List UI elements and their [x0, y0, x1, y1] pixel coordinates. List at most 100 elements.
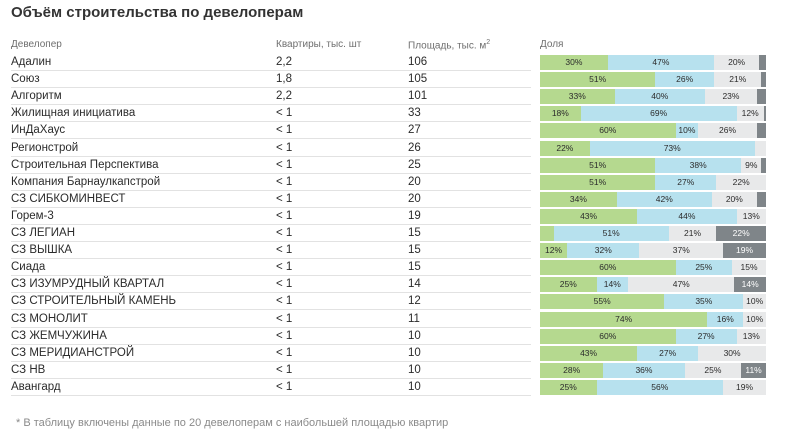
- share-segment-2: 27%: [637, 345, 699, 361]
- share-segment-4: [759, 55, 766, 70]
- share-segment-3: 30%: [698, 345, 766, 361]
- table-row: Адалин 2,2 106 30% 47% 20%: [11, 54, 766, 71]
- share-segment-2: 16%: [707, 311, 744, 327]
- share-segment-3: 22%: [716, 174, 766, 190]
- apartments-value: < 1: [276, 192, 293, 205]
- apartments-value: 2,2: [276, 90, 292, 103]
- share-bar: 33% 40% 23%: [540, 89, 766, 105]
- row-divider: [11, 87, 531, 89]
- developer-name: Строительная Перспектива: [11, 158, 159, 171]
- apartments-value: < 1: [276, 209, 293, 222]
- area-value: 10: [408, 329, 421, 342]
- share-segment-1: 25%: [540, 277, 597, 293]
- share-segment-2: 56%: [596, 379, 724, 395]
- area-value: 19: [408, 209, 421, 222]
- share-segment-3: 37%: [639, 243, 724, 259]
- developer-name: Союз: [11, 73, 40, 86]
- table-row: Компания Барнаулкапстрой < 1 20 51% 27% 22%: [11, 174, 766, 191]
- share-segment-3: 12%: [736, 106, 764, 122]
- share-bar: 60% 10% 26%: [540, 123, 766, 139]
- row-divider: [11, 172, 531, 174]
- apartments-value: < 1: [276, 380, 293, 393]
- share-segment-3: 20%: [714, 55, 760, 70]
- share-bar: 25% 56% 19%: [540, 379, 766, 395]
- table-row: Горем-3 < 1 19 43% 44% 13%: [11, 208, 766, 225]
- share-bar: 43% 27% 30%: [540, 345, 766, 361]
- share-segment-2: 25%: [675, 260, 733, 276]
- share-segment-2: 26%: [655, 72, 714, 88]
- share-segment-1: 55%: [540, 294, 665, 310]
- row-divider: [11, 104, 531, 106]
- area-value: 11: [408, 312, 420, 325]
- share-segment-3: 19%: [723, 379, 766, 395]
- apartments-value: < 1: [276, 141, 293, 154]
- area-value: 27: [408, 124, 421, 137]
- share-segment-3: 13%: [736, 328, 766, 344]
- developer-name: СЗ СТРОИТЕЛЬНЫЙ КАМЕНЬ: [11, 295, 177, 308]
- row-divider: [11, 206, 531, 208]
- share-segment-3: 26%: [698, 123, 757, 139]
- area-value: 101: [408, 90, 428, 103]
- table-row: СЗ СТРОИТЕЛЬНЫЙ КАМЕНЬ < 1 12 55% 35% 10%: [11, 293, 766, 311]
- developer-name: Горем-3: [11, 209, 54, 222]
- row-divider: [11, 394, 531, 396]
- share-bar: 51% 38% 9%: [540, 157, 766, 173]
- row-divider: [11, 138, 531, 140]
- share-segment-1: 51%: [540, 174, 656, 190]
- share-segment-3: [754, 140, 766, 156]
- area-value: 26: [408, 141, 421, 154]
- developer-name: Алгоритм: [11, 90, 62, 103]
- share-bar: 51% 21% 22%: [540, 226, 766, 241]
- share-segment-3: 25%: [684, 362, 742, 378]
- row-divider: [11, 223, 531, 225]
- table-row: Авангард < 1 10 25% 56% 19%: [11, 379, 766, 396]
- share-segment-2: 44%: [637, 208, 737, 224]
- column-header-developer: Девелопер: [11, 39, 62, 50]
- share-segment-4: 22%: [716, 226, 766, 241]
- share-segment-1: 25%: [540, 379, 597, 395]
- share-segment-4: [756, 89, 766, 105]
- share-segment-3: 10%: [743, 294, 766, 310]
- share-segment-2: 27%: [655, 174, 717, 190]
- share-segment-1: 28%: [540, 362, 604, 378]
- share-bar: 51% 26% 21%: [540, 72, 766, 88]
- share-bar: 22% 73%: [540, 140, 766, 156]
- table-row: СЗ ВЫШКА < 1 15 12% 32% 37% 19%: [11, 242, 766, 260]
- table-row: СЗ ЛЕГИАН < 1 15 51% 21% 22%: [11, 225, 766, 242]
- developer-name: СЗ ИЗУМРУДНЫЙ КВАРТАЛ: [11, 278, 165, 291]
- developer-name: Сиада: [11, 261, 46, 274]
- area-value: 105: [408, 73, 428, 86]
- share-segment-2: 42%: [616, 191, 712, 207]
- share-segment-1: 33%: [540, 89, 615, 105]
- developer-name: Жилищная инициатива: [11, 107, 136, 120]
- row-divider: [11, 189, 531, 191]
- area-value: 106: [408, 56, 428, 68]
- row-divider: [11, 258, 531, 260]
- apartments-value: < 1: [276, 363, 293, 376]
- share-segment-3: 13%: [736, 208, 766, 224]
- share-segment-2: 47%: [607, 55, 715, 70]
- row-divider: [11, 292, 531, 294]
- share-segment-1: 74%: [540, 311, 708, 327]
- apartments-value: < 1: [276, 295, 293, 308]
- share-segment-2: 38%: [655, 157, 742, 173]
- share-segment-1: 22%: [540, 140, 590, 156]
- share-segment-1: 60%: [540, 328, 676, 344]
- area-value: 20: [408, 192, 421, 205]
- developer-name: Компания Барнаулкапстрой: [11, 175, 161, 188]
- share-segment-2: 69%: [580, 106, 737, 122]
- table-row: СЗ НВ < 1 10 28% 36% 25% 11%: [11, 362, 766, 379]
- row-divider: [11, 275, 531, 277]
- developer-name: ИнДаХаус: [11, 124, 66, 137]
- share-segment-4: [756, 191, 766, 207]
- share-segment-3: 47%: [628, 277, 735, 293]
- share-segment-3: 21%: [668, 226, 717, 241]
- share-segment-2: 10%: [675, 123, 699, 139]
- apartments-value: 2,2: [276, 56, 292, 68]
- share-segment-1: 30%: [540, 55, 608, 70]
- apartments-value: < 1: [276, 312, 293, 325]
- share-segment-4: [763, 106, 766, 122]
- developer-name: СЗ ЖЕМЧУЖИНА: [11, 329, 107, 342]
- column-header-area-unit-sup: 2: [486, 39, 491, 46]
- share-segment-3: 9%: [741, 157, 762, 173]
